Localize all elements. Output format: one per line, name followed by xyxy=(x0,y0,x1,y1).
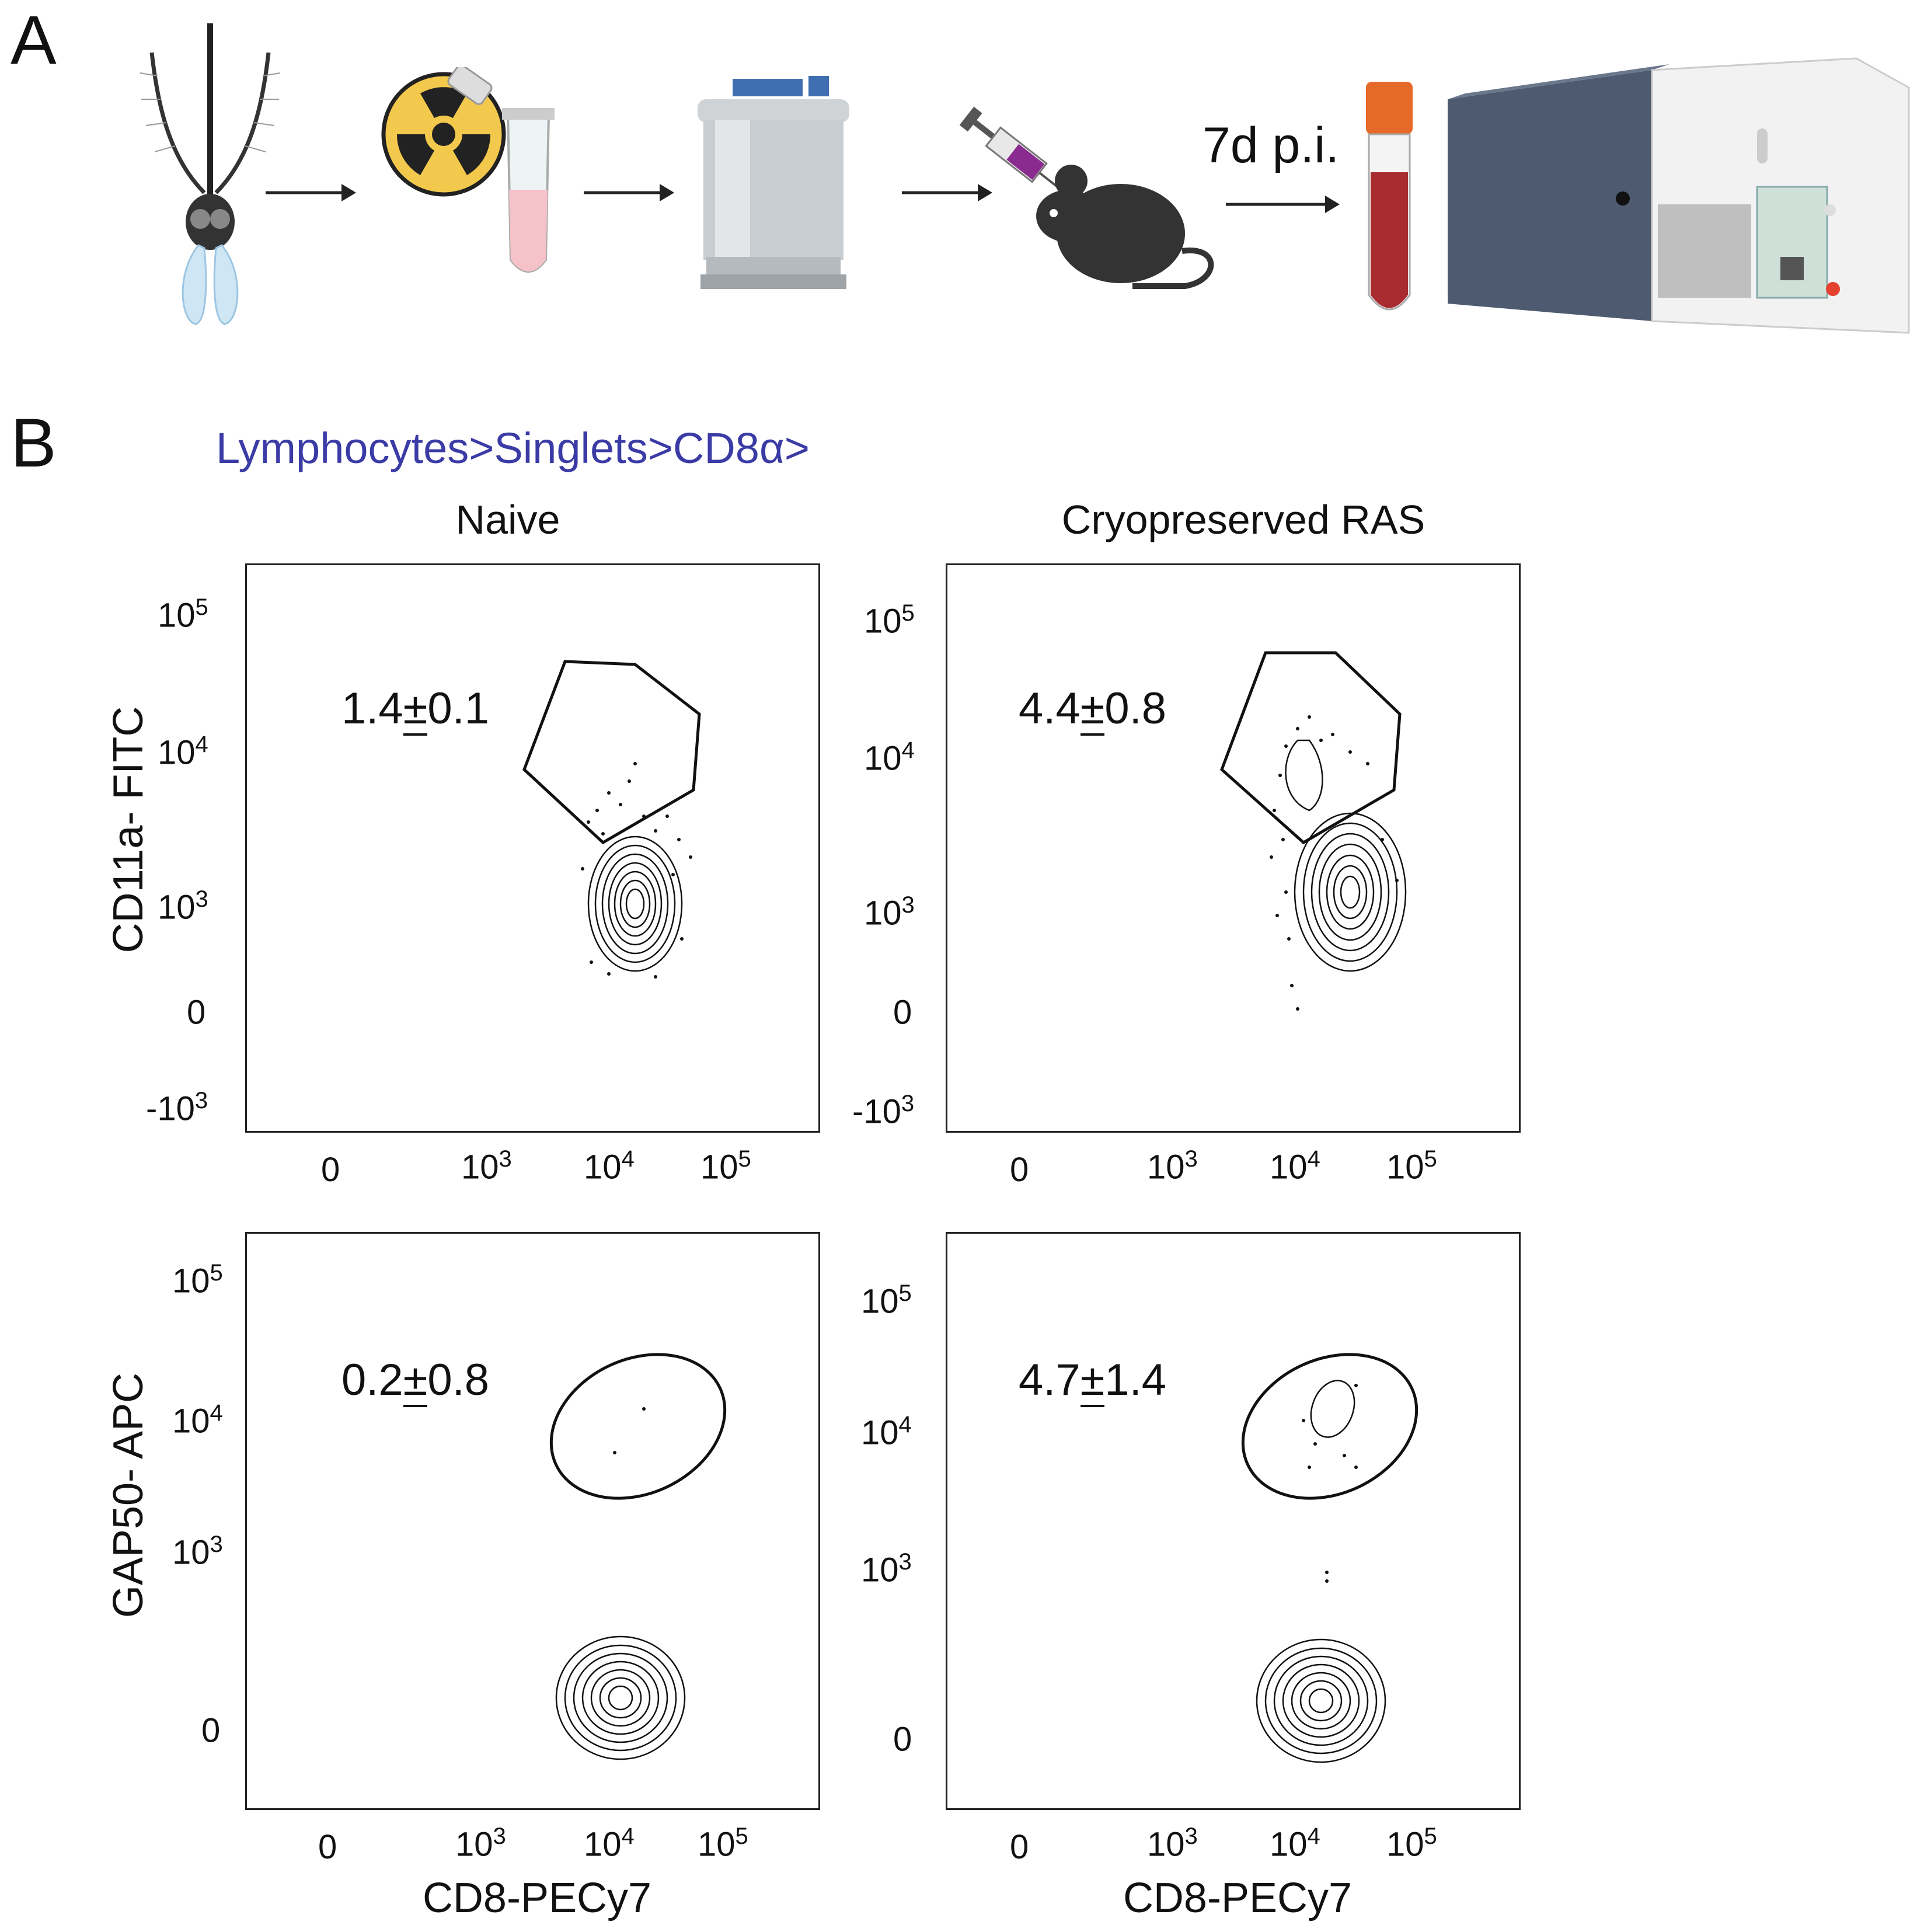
y-tick: 103 xyxy=(864,892,915,932)
x-tick: 105 xyxy=(700,1146,751,1186)
x-tick: 105 xyxy=(1386,1146,1437,1186)
x-tick: 0 xyxy=(321,1151,340,1189)
xlabel-ras: CD8-PECy7 xyxy=(1123,1875,1353,1921)
y-tick: 104 xyxy=(861,1412,912,1452)
x-tick: 105 xyxy=(1386,1823,1437,1864)
col-title-naive: Naive xyxy=(455,497,560,542)
y-tick: 103 xyxy=(172,1531,223,1572)
x-tick: 104 xyxy=(1270,1146,1320,1186)
x-tick: 0 xyxy=(1010,1828,1029,1866)
ylabel-cd11a: CD11a- FITC xyxy=(105,706,152,953)
y-tick: 0 xyxy=(893,1720,912,1759)
y-tick: 105 xyxy=(172,1260,223,1300)
blood-tube-icon xyxy=(1366,82,1413,311)
y-tick: 104 xyxy=(158,732,208,772)
pct-naive-cd11a: 1.4±0.1 xyxy=(341,683,489,736)
flow-cytometer-icon xyxy=(1448,57,1910,334)
plot-naive-gap50 xyxy=(245,1232,820,1810)
xlabel-naive: CD8-PECy7 xyxy=(422,1875,652,1921)
y-tick: 0 xyxy=(187,993,206,1032)
plot-naive-gap50-graphics xyxy=(549,1353,727,1760)
y-tick: 105 xyxy=(864,600,915,640)
plot-ras-gap50-graphics xyxy=(1241,1353,1418,1763)
x-tick: 0 xyxy=(318,1828,337,1866)
pct-ras-cd11a: 4.4±0.8 xyxy=(1019,683,1166,736)
mosquito-icon xyxy=(140,23,281,325)
arrow-icon xyxy=(902,184,992,201)
x-tick: 103 xyxy=(455,1823,506,1864)
panel-b-letter: B xyxy=(11,405,57,482)
step-label: 7d p.i. xyxy=(1203,117,1340,173)
radiation-icon xyxy=(381,72,506,197)
ylabel-gap50: GAP50- APC xyxy=(105,1372,152,1618)
x-tick: 104 xyxy=(584,1823,635,1864)
x-tick: 103 xyxy=(1147,1146,1198,1186)
y-tick: -103 xyxy=(146,1088,208,1128)
plot-ras-cd11a xyxy=(946,563,1521,1133)
y-tick: 0 xyxy=(893,993,912,1032)
pct-ras-gap50: 4.7±1.4 xyxy=(1019,1355,1166,1407)
gating-path: Lymphocytes>Singlets>CD8α> xyxy=(216,424,810,472)
y-tick: 105 xyxy=(158,594,208,635)
x-tick: 104 xyxy=(584,1146,635,1186)
arrow-icon xyxy=(1226,196,1340,213)
cryo-tank-icon xyxy=(698,76,849,289)
plot-ras-cd11a-graphics xyxy=(1220,651,1407,1011)
x-tick: 103 xyxy=(461,1146,512,1186)
y-tick: 103 xyxy=(861,1549,912,1589)
col-title-ras: Cryopreserved RAS xyxy=(1061,497,1425,542)
x-tick: 103 xyxy=(1147,1823,1198,1864)
x-tick: 105 xyxy=(698,1823,748,1864)
syringe-icon xyxy=(959,106,1059,189)
y-tick: 105 xyxy=(861,1280,912,1321)
plot-ras-gap50 xyxy=(946,1232,1521,1810)
y-tick: -103 xyxy=(852,1091,915,1131)
y-tick: 104 xyxy=(172,1400,223,1440)
mouse-icon xyxy=(1036,165,1214,289)
x-tick: 0 xyxy=(1010,1151,1029,1189)
y-tick: 0 xyxy=(201,1711,221,1750)
plot-naive-cd11a xyxy=(245,563,820,1133)
arrow-icon xyxy=(266,184,356,201)
pct-naive-gap50: 0.2±0.8 xyxy=(341,1355,489,1407)
y-tick: 103 xyxy=(158,886,208,927)
y-tick: 104 xyxy=(864,737,915,778)
tube-icon xyxy=(447,67,555,273)
x-tick: 104 xyxy=(1270,1823,1320,1864)
arrow-icon xyxy=(584,184,674,201)
panel-a-letter: A xyxy=(11,2,57,79)
plot-naive-cd11a-graphics xyxy=(522,660,701,979)
